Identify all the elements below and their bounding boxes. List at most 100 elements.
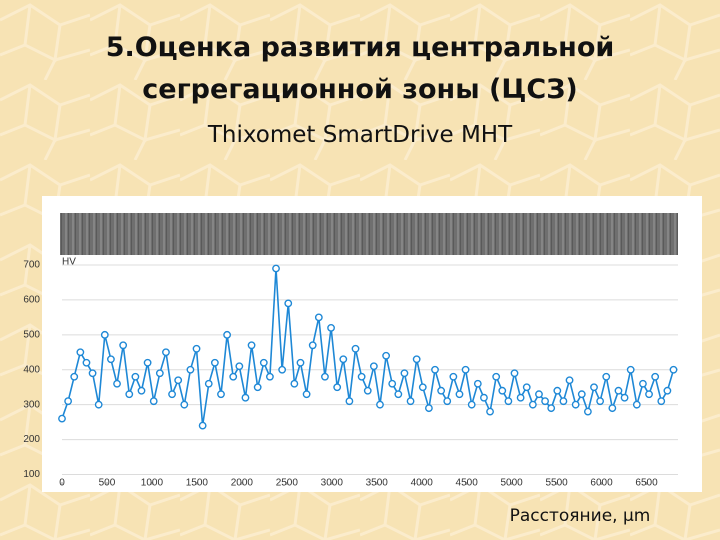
data-point <box>58 414 66 423</box>
data-point <box>308 341 317 350</box>
data-point <box>467 400 476 409</box>
data-point <box>198 421 207 430</box>
x-tick-label: 2000 <box>231 478 254 489</box>
data-point <box>565 376 574 385</box>
data-point <box>247 341 256 350</box>
data-point <box>174 376 183 385</box>
micrograph-strip <box>60 213 678 255</box>
data-point <box>290 379 299 388</box>
data-point <box>272 264 280 273</box>
data-point <box>217 390 225 399</box>
data-point <box>94 400 103 409</box>
data-point <box>504 397 513 406</box>
data-point <box>645 390 653 399</box>
data-point <box>266 372 274 381</box>
data-point <box>577 390 586 399</box>
data-point <box>70 372 79 381</box>
data-point <box>614 386 623 395</box>
y-tick-label: 400 <box>23 364 40 375</box>
data-point <box>119 341 128 350</box>
y-tick-label: 500 <box>23 329 40 340</box>
data-point <box>192 344 201 353</box>
data-point <box>406 397 415 406</box>
x-tick-label: 2500 <box>276 478 299 489</box>
x-tick-label: 4500 <box>456 478 479 489</box>
data-point <box>253 383 262 392</box>
data-point <box>143 358 152 367</box>
data-point <box>632 400 641 409</box>
data-point <box>510 369 519 378</box>
data-point <box>455 390 464 399</box>
subtitle: Thixomet SmartDrive MHT <box>207 122 513 148</box>
data-point <box>357 372 366 381</box>
data-point <box>235 362 244 371</box>
data-point <box>76 348 85 357</box>
data-point <box>553 386 562 395</box>
data-point <box>241 393 250 402</box>
data-point <box>473 379 482 388</box>
data-point <box>351 344 360 353</box>
data-point <box>669 365 678 374</box>
data-point <box>480 393 488 402</box>
x-tick-label: 3500 <box>366 478 389 489</box>
data-point <box>284 299 293 308</box>
data-point <box>100 330 109 339</box>
data-point <box>651 372 660 381</box>
x-tick-label: 500 <box>99 478 116 489</box>
data-point <box>547 404 556 413</box>
data-point <box>314 313 323 322</box>
data-point <box>376 400 384 409</box>
data-point <box>541 397 549 406</box>
data-point <box>321 372 329 381</box>
title-line: 5.Оценка развития центральной <box>106 32 615 63</box>
x-tick-label: 6500 <box>635 478 658 489</box>
data-point <box>333 383 342 392</box>
data-point <box>559 397 568 406</box>
data-point <box>425 404 433 413</box>
y-tick-label: 600 <box>23 295 40 306</box>
data-point <box>522 383 531 392</box>
data-point <box>418 383 427 392</box>
data-point <box>596 397 605 406</box>
y-tick-label: 300 <box>23 399 40 410</box>
data-point <box>327 323 335 332</box>
data-point <box>296 358 305 367</box>
data-point <box>155 369 164 378</box>
data-point <box>663 386 672 395</box>
data-point <box>369 362 378 371</box>
x-tick-label: 6000 <box>590 478 613 489</box>
data-point <box>461 365 470 374</box>
data-point <box>223 330 232 339</box>
data-point <box>180 400 189 409</box>
data-point <box>363 386 372 395</box>
data-point <box>210 358 219 367</box>
data-point <box>168 390 176 399</box>
data-point <box>602 372 611 381</box>
data-point <box>339 355 348 364</box>
x-tick-label: 4000 <box>411 478 434 489</box>
data-point <box>657 397 666 406</box>
data-point <box>626 365 635 374</box>
data-point <box>492 372 501 381</box>
data-point <box>535 390 543 399</box>
data-point <box>82 358 91 367</box>
data-point <box>88 369 97 378</box>
data-point <box>571 400 580 409</box>
data-point <box>498 386 507 395</box>
y-tick-label: 700 <box>23 260 40 271</box>
x-tick-label: 5500 <box>545 478 568 489</box>
x-tick-label: 0 <box>59 478 65 489</box>
data-point <box>608 404 617 413</box>
y-axis-label: HV <box>62 257 76 268</box>
data-point <box>394 390 403 399</box>
data-point <box>516 393 525 402</box>
x-tick-label: 1500 <box>186 478 209 489</box>
data-point <box>382 351 390 360</box>
data-point <box>162 348 170 357</box>
data-point <box>437 386 446 395</box>
data-point <box>186 365 195 374</box>
data-point <box>137 386 146 395</box>
x-tick-label: 5000 <box>501 478 524 489</box>
data-point <box>259 358 268 367</box>
